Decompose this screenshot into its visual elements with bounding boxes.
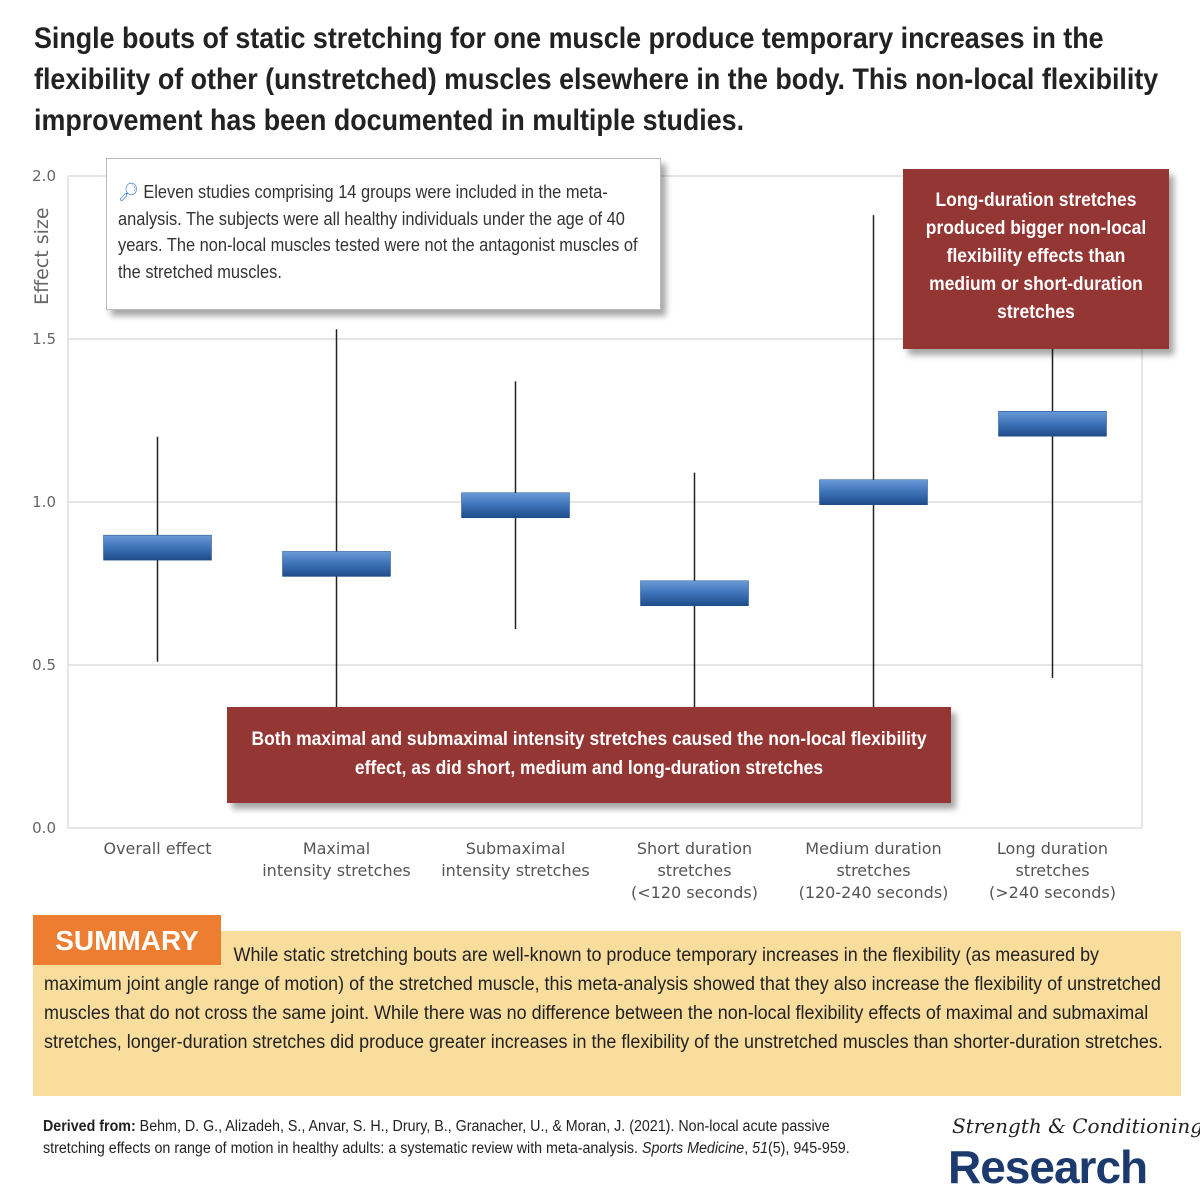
page-title: Single bouts of static stretching for on… [34,22,1159,137]
x-tick-label: Medium duration [805,839,941,858]
y-tick-label: 1.0 [32,493,56,511]
x-tick-label: (120-240 seconds) [799,883,949,902]
x-tick-label: Maximal [303,839,370,858]
y-tick-label: 1.5 [32,330,56,348]
citation-pages: (5), 945-959. [768,1140,850,1157]
estimate-bar [461,492,570,519]
x-tick-label: Overall effect [103,839,211,858]
citation-text: Behm, D. G., Alizadeh, S., Anvar, S. H.,… [43,1118,830,1157]
x-tick-label: stretches [657,861,731,880]
callout-both-text: Both maximal and submaximal intensity st… [251,729,927,779]
citation-journal: Sports Medicine [641,1140,745,1157]
estimate-bar [819,479,928,505]
callout-long-duration: Long-duration stretches produced bigger … [903,169,1169,349]
summary-text: While static stretching bouts are well-k… [44,944,1163,1053]
logo-research: Research [948,1141,1148,1193]
x-tick-label: stretches [836,861,910,880]
note-text: Eleven studies comprising 14 groups were… [118,182,638,282]
x-tick-label: Submaximal [466,839,566,858]
callout-intensity-duration: Both maximal and submaximal intensity st… [227,707,951,803]
estimate-bar [640,580,749,607]
x-tick-label: Short duration [637,839,752,858]
citation-volume: 51 [752,1140,769,1157]
citation: Derived from: Behm, D. G., Alizadeh, S.,… [43,1118,850,1157]
x-tick-label: intensity stretches [441,861,590,880]
y-axis-label: Effect size [31,207,53,305]
callout-long-text: Long-duration stretches produced bigger … [925,190,1147,323]
citation-label: Derived from: [43,1118,136,1135]
logo-script: Strength & Conditioning [952,1114,1200,1138]
x-tick-label: intensity stretches [262,861,411,880]
x-tick-label: (<120 seconds) [631,883,758,902]
x-tick-label: (>240 seconds) [989,883,1116,902]
y-tick-label: 2.0 [32,167,56,185]
y-tick-label: 0.0 [32,819,56,837]
note-box: 🔎︎ Eleven studies comprising 14 groups w… [106,158,661,310]
magnifier-icon: 🔎︎ [118,182,139,202]
x-tick-label: stretches [1015,861,1089,880]
y-tick-label: 0.5 [32,656,56,674]
estimate-bar [103,534,212,561]
estimate-bar [282,551,391,577]
x-tick-label: Long duration [997,839,1108,858]
summary-label: SUMMARY [33,915,221,965]
summary-box [33,931,1181,1096]
estimate-bar [998,411,1107,437]
